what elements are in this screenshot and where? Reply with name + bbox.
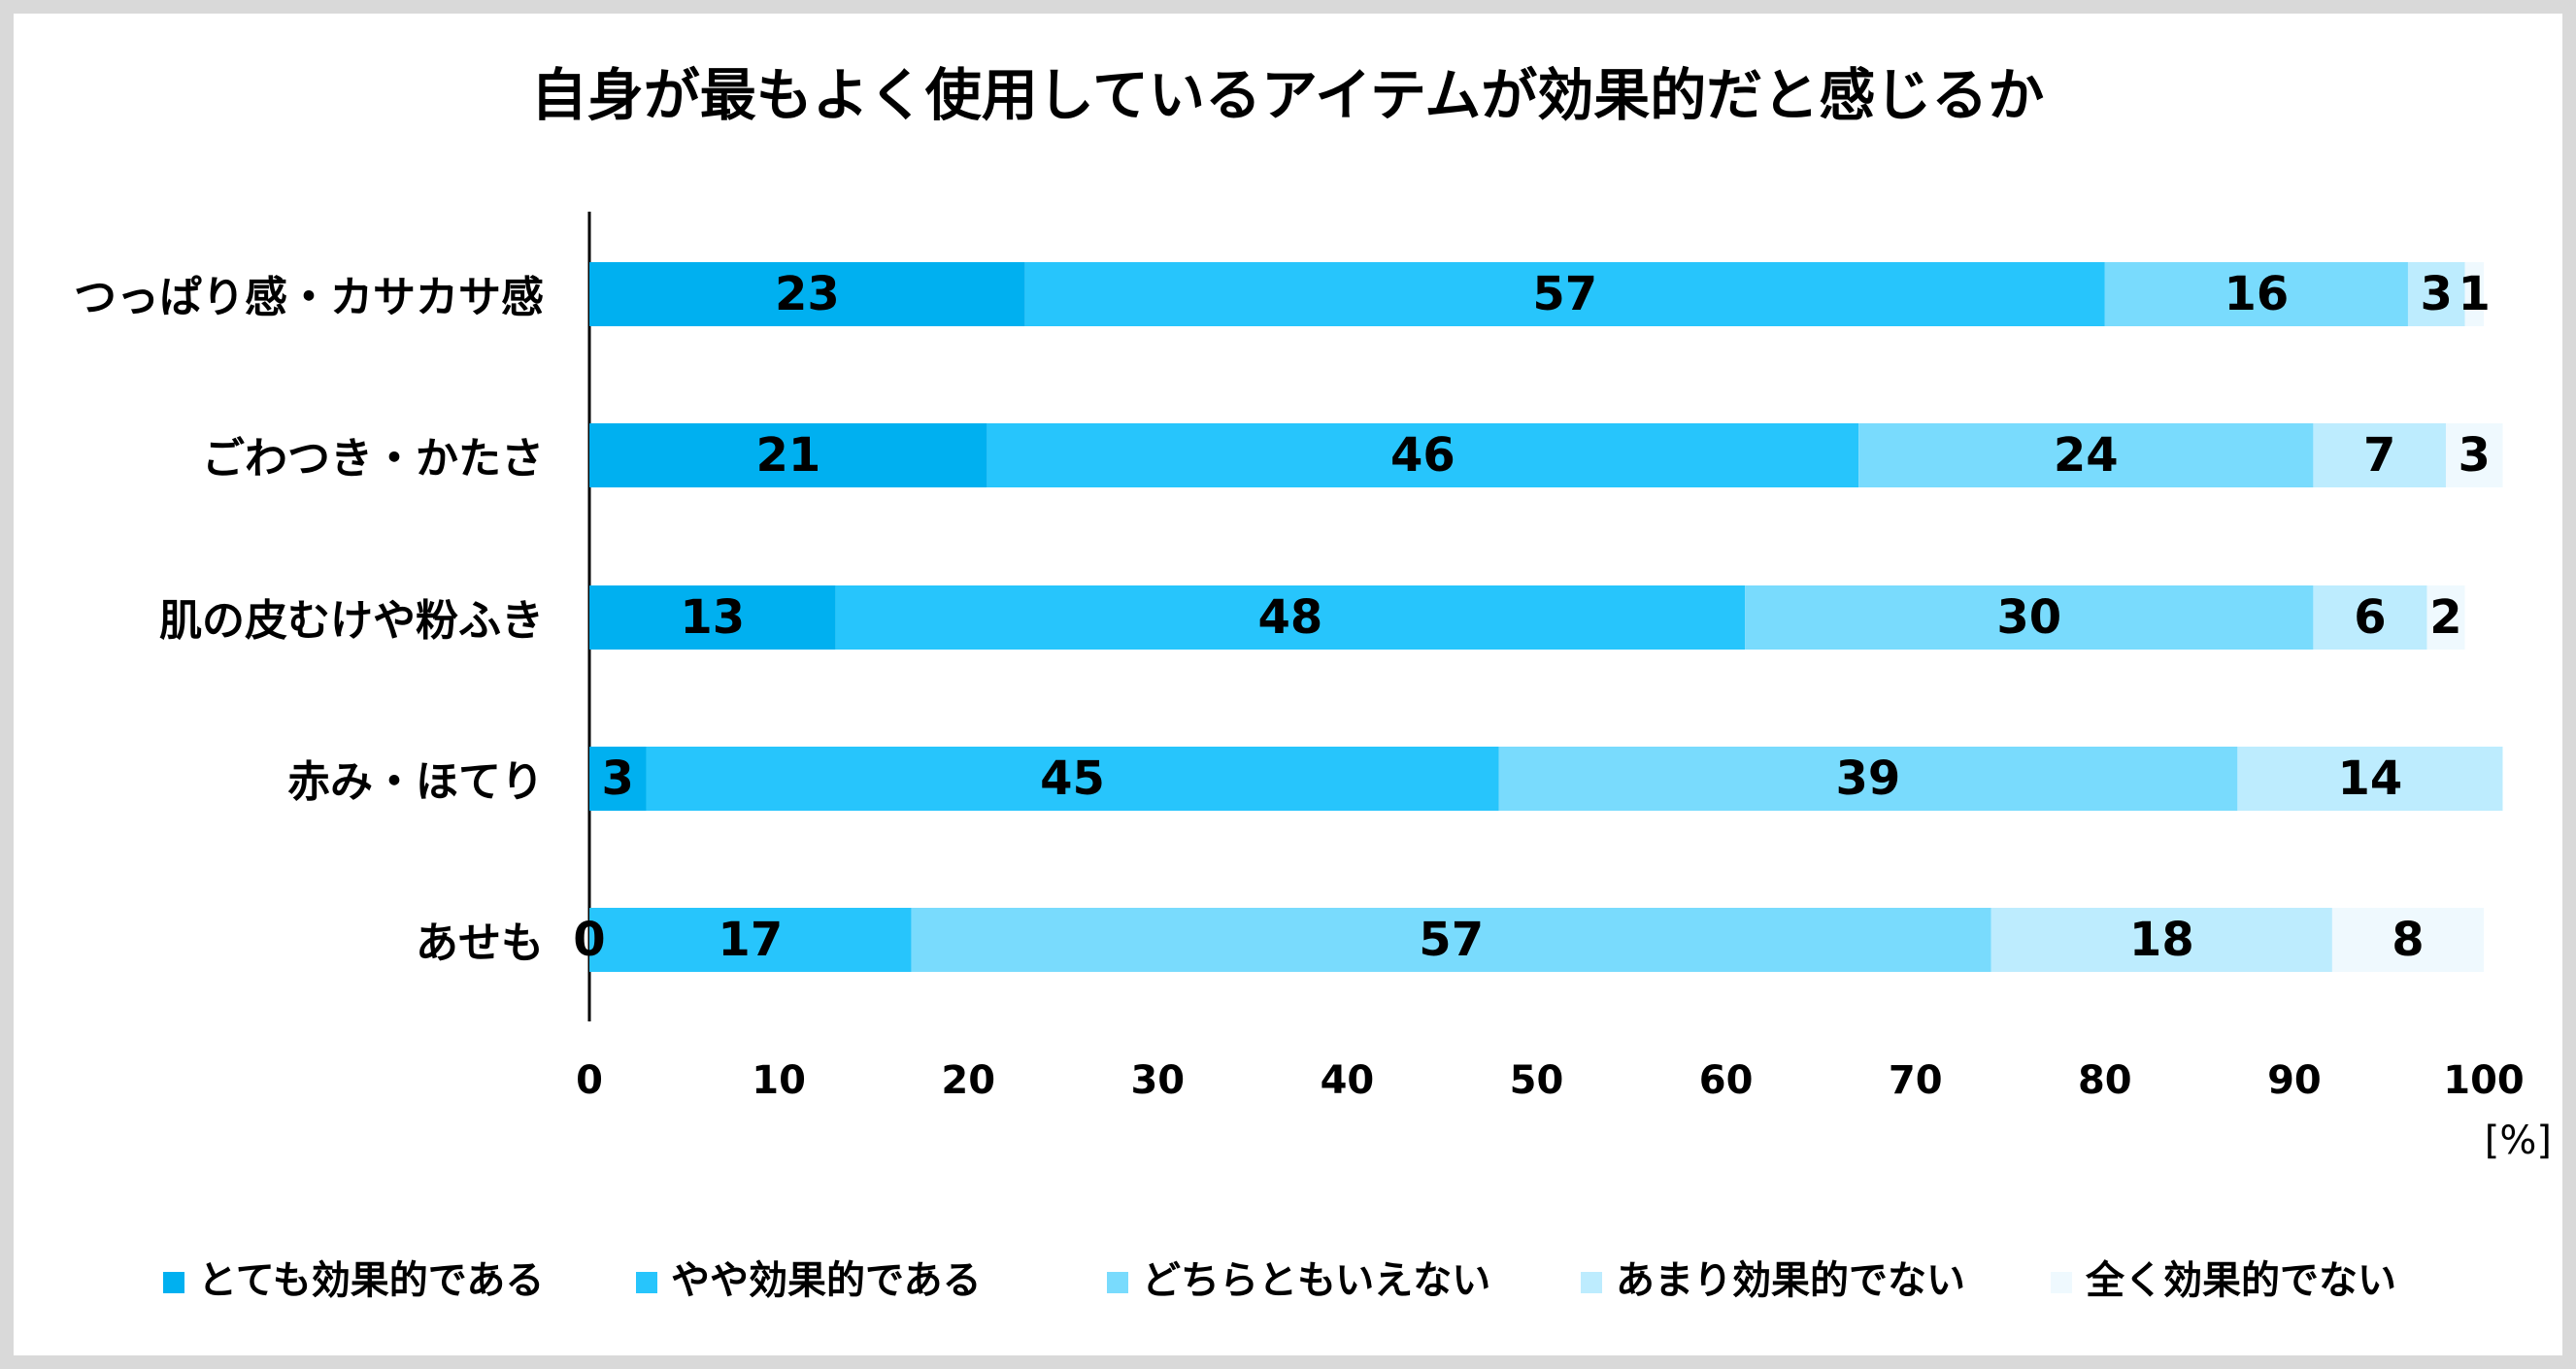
bar-segment [911, 908, 1991, 972]
unit-label: [%] [2485, 1119, 2552, 1163]
data-label: 8 [2392, 913, 2424, 967]
chart-title: 自身が最もよく使用しているアイテムが効果的だと感じるか [531, 62, 2044, 128]
bar-segment [835, 585, 1746, 650]
data-label: 39 [1836, 751, 1901, 806]
x-tick-label: 70 [1889, 1058, 1943, 1103]
data-label: 18 [2129, 913, 2194, 967]
bar-segment [589, 262, 1025, 326]
legend-label: やや効果的である [671, 1258, 982, 1303]
bar-segment [1991, 908, 2332, 972]
legend-swatch [163, 1272, 184, 1293]
x-tick-label: 40 [1321, 1058, 1375, 1103]
bar-segment [2445, 423, 2503, 487]
data-label: 3 [2421, 267, 2453, 321]
bar-segment [2407, 262, 2465, 326]
x-tick-label: 10 [752, 1058, 806, 1103]
data-label: 17 [718, 913, 783, 967]
legend-label: あまり効果的でない [1616, 1258, 1965, 1303]
data-label: 30 [1996, 590, 2061, 645]
bars-layer [589, 262, 2503, 972]
x-tick-label: 90 [2267, 1058, 2322, 1103]
x-tick-label: 100 [2443, 1058, 2525, 1103]
data-label: 3 [2459, 428, 2491, 483]
legend: とても効果的である やや効果的である どちらともいえない あまり効果的でない 全く効果的… [163, 1258, 2396, 1303]
x-tick-label: 80 [2078, 1058, 2132, 1103]
legend-label: 全く効果的でない [2085, 1258, 2396, 1303]
x-tick-label: 60 [1699, 1058, 1754, 1103]
bar-segment [1024, 262, 2105, 326]
data-label: 16 [2224, 267, 2289, 321]
bar-segment [589, 423, 987, 487]
data-label: 46 [1390, 428, 1455, 483]
legend-swatch [1581, 1272, 1602, 1293]
data-label: 2 [2429, 590, 2461, 645]
data-label: 23 [775, 267, 840, 321]
category-label: つっぱり感・カサカサ感 [74, 273, 544, 322]
bar-segment [2104, 262, 2408, 326]
bar-segment [589, 585, 836, 650]
bar-segment [2313, 423, 2446, 487]
category-label: ごわつき・かたさ [202, 434, 544, 484]
data-label: 7 [2363, 428, 2395, 483]
data-label: 6 [2354, 590, 2386, 645]
data-label: 24 [2054, 428, 2119, 483]
axes-layer: 0 10 20 30 40 50 60 70 80 90 100[%] [576, 212, 2552, 1163]
bar-segment [1498, 747, 2238, 811]
x-tick-label: 0 [576, 1058, 603, 1103]
legend-label: どちらともいえない [1142, 1258, 1490, 1303]
data-label: 48 [1257, 590, 1322, 645]
category-label: 赤み・ほてり [287, 757, 544, 807]
legend-swatch [1107, 1272, 1128, 1293]
legend-swatch [636, 1272, 657, 1293]
x-tick-label: 20 [941, 1058, 995, 1103]
bar-segment [2313, 585, 2427, 650]
bar-segment [987, 423, 1859, 487]
bar-segment [589, 908, 912, 972]
data-label: 3 [602, 751, 634, 806]
data-label: 45 [1040, 751, 1105, 806]
legend-label: とても効果的である [198, 1258, 544, 1303]
bar-segment [2331, 908, 2484, 972]
bar-segment [589, 747, 647, 811]
bar-segment [2464, 262, 2484, 326]
data-label: 57 [1419, 913, 1484, 967]
data-label: 57 [1532, 267, 1597, 321]
bar-segment [2426, 585, 2465, 650]
category-label: 肌の皮むけや粉ふき [159, 596, 544, 646]
data-label: 21 [755, 428, 820, 483]
data-label: 1 [2459, 267, 2491, 321]
x-tick-label: 50 [1510, 1058, 1564, 1103]
bar-segment [2237, 747, 2503, 811]
data-label: 0 [573, 913, 605, 967]
data-label: 14 [2338, 751, 2403, 806]
category-label: あせも [416, 918, 544, 968]
bar-segment [646, 747, 1499, 811]
bar-segment [1745, 585, 2314, 650]
data-label: 13 [680, 590, 745, 645]
x-tick-label: 30 [1130, 1058, 1185, 1103]
bar-segment [1858, 423, 2314, 487]
legend-swatch [2051, 1272, 2072, 1293]
